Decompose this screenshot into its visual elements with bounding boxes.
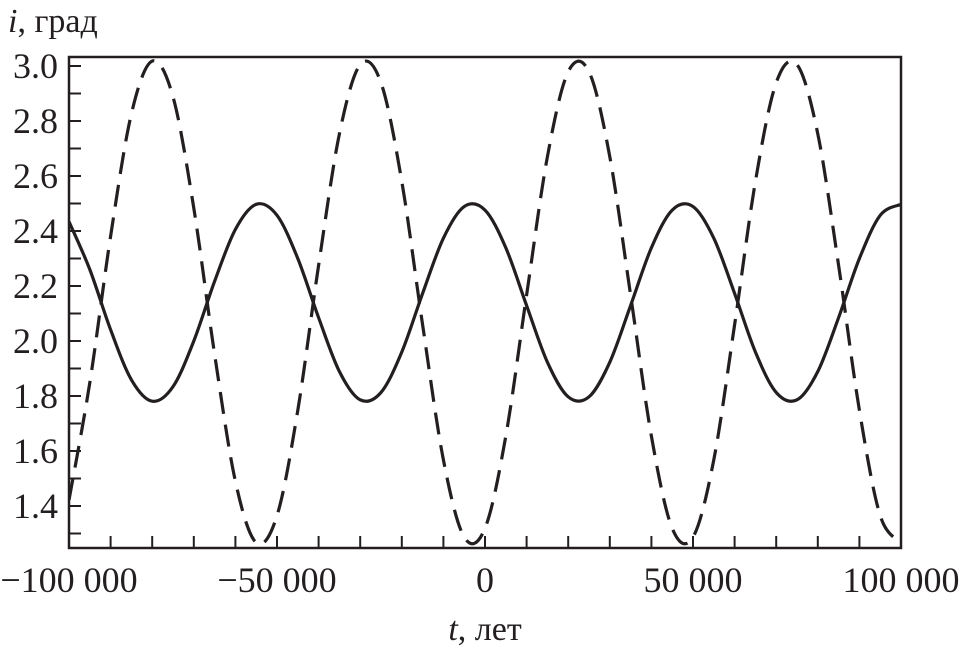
x-tick-label: 50 000	[644, 560, 743, 600]
y-tick-label: 2.4	[13, 211, 58, 251]
solid-series-line	[69, 202, 901, 403]
x-tick-label: 100 000	[843, 560, 960, 600]
y-tick-label: 1.8	[13, 376, 58, 416]
y-tick-label: 3.0	[13, 46, 58, 86]
x-axis-label: t, лет	[448, 611, 522, 648]
y-tick-label: 2.2	[13, 266, 58, 306]
y-axis-label: i, град	[8, 3, 98, 40]
y-tick-label: 2.0	[13, 321, 58, 361]
x-axis-var: t	[448, 611, 459, 648]
plot-curves	[69, 59, 901, 546]
x-tick-label: −50 000	[217, 560, 336, 600]
dashed-series-line	[69, 59, 901, 546]
plot-frame	[67, 55, 903, 550]
x-tick-label: −100 000	[0, 560, 137, 600]
x-tick-label: 0	[476, 560, 494, 600]
x-axis-unit: , лет	[458, 611, 522, 648]
axis-ticks	[68, 65, 902, 548]
y-tick-label: 1.6	[13, 431, 58, 471]
y-tick-label: 1.4	[13, 486, 58, 526]
y-axis-unit: , град	[17, 3, 97, 40]
y-tick-label: 2.6	[13, 156, 58, 196]
y-axis-var: i	[8, 3, 17, 40]
y-tick-label: 2.8	[13, 101, 58, 141]
tick-labels: −100 000 −50 000 0 50 000 100 000 1.4 1.6 1.8 2.…	[0, 46, 959, 600]
